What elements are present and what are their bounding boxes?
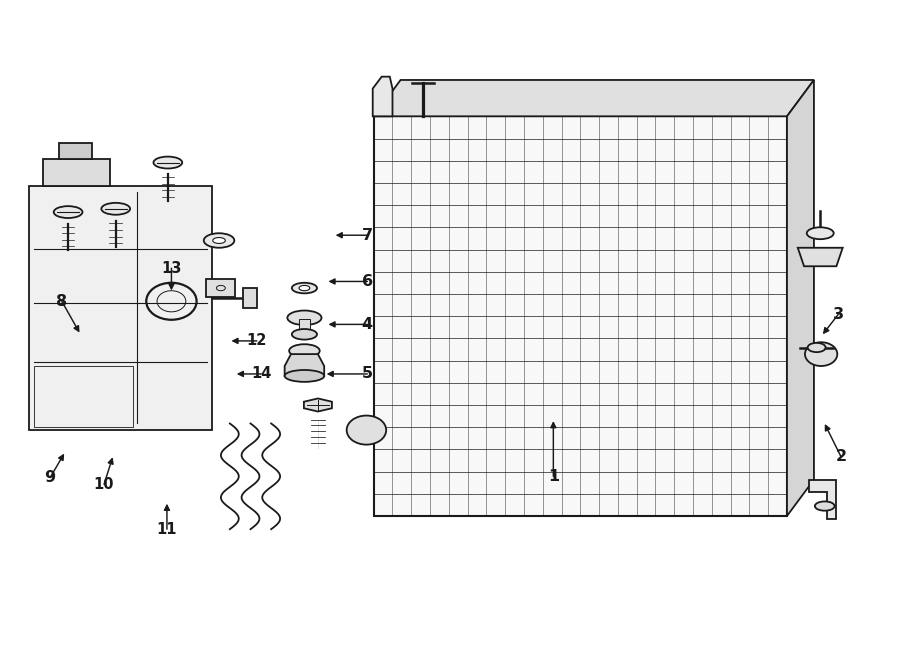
Ellipse shape bbox=[807, 343, 825, 352]
Text: 9: 9 bbox=[45, 470, 56, 485]
Text: 10: 10 bbox=[94, 477, 114, 492]
Polygon shape bbox=[43, 160, 111, 185]
Text: 6: 6 bbox=[362, 274, 373, 289]
Ellipse shape bbox=[292, 329, 317, 340]
Polygon shape bbox=[304, 399, 332, 412]
Polygon shape bbox=[374, 117, 787, 516]
Ellipse shape bbox=[102, 203, 130, 214]
Polygon shape bbox=[787, 80, 814, 516]
Text: 8: 8 bbox=[56, 294, 68, 308]
Polygon shape bbox=[206, 279, 235, 297]
Ellipse shape bbox=[154, 157, 182, 169]
Polygon shape bbox=[373, 77, 392, 117]
Text: 14: 14 bbox=[251, 367, 272, 381]
Ellipse shape bbox=[289, 344, 320, 357]
Ellipse shape bbox=[299, 285, 310, 291]
Ellipse shape bbox=[203, 233, 234, 248]
Ellipse shape bbox=[287, 310, 321, 325]
Polygon shape bbox=[797, 248, 842, 266]
Ellipse shape bbox=[292, 283, 317, 293]
Text: 3: 3 bbox=[832, 307, 844, 322]
Polygon shape bbox=[59, 143, 93, 160]
Polygon shape bbox=[243, 288, 256, 308]
Polygon shape bbox=[374, 80, 814, 117]
Ellipse shape bbox=[284, 370, 324, 382]
Text: 11: 11 bbox=[157, 522, 177, 537]
Text: 5: 5 bbox=[362, 367, 373, 381]
Text: 4: 4 bbox=[362, 317, 373, 332]
Ellipse shape bbox=[814, 501, 834, 510]
Polygon shape bbox=[299, 319, 310, 334]
Ellipse shape bbox=[212, 238, 225, 244]
Text: 2: 2 bbox=[835, 449, 847, 464]
Text: 13: 13 bbox=[161, 261, 182, 276]
Circle shape bbox=[346, 416, 386, 445]
Text: 12: 12 bbox=[247, 334, 267, 348]
Ellipse shape bbox=[54, 206, 83, 218]
Polygon shape bbox=[30, 185, 212, 430]
Ellipse shape bbox=[806, 227, 833, 239]
Text: 7: 7 bbox=[362, 228, 373, 243]
Circle shape bbox=[805, 342, 837, 366]
Polygon shape bbox=[809, 480, 836, 519]
Polygon shape bbox=[284, 354, 324, 376]
Text: 1: 1 bbox=[548, 469, 559, 484]
